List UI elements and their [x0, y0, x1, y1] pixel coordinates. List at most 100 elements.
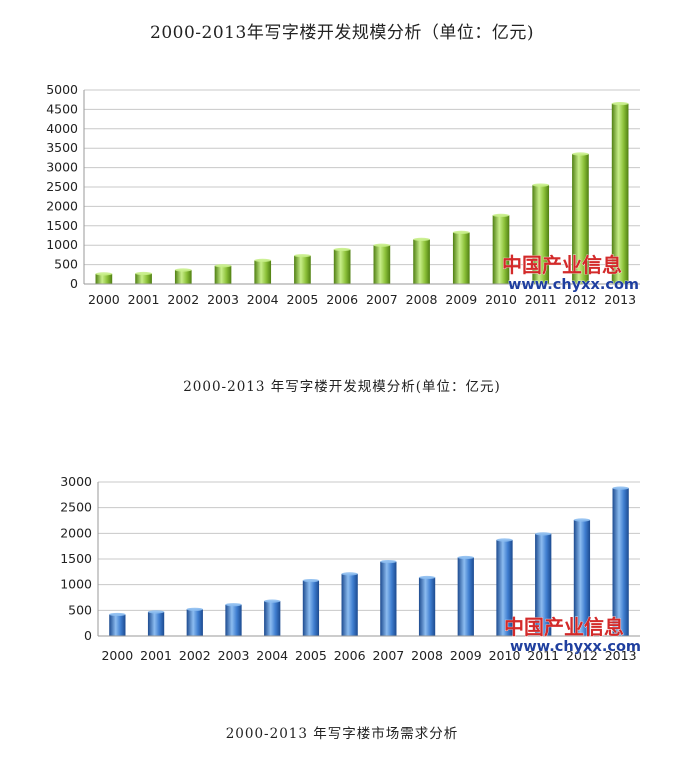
bar-2008	[418, 577, 436, 636]
bar-cap	[492, 213, 510, 217]
bar-cap	[457, 555, 474, 560]
bar-cap	[573, 518, 591, 522]
x-tick-label: 2002	[167, 292, 199, 307]
watermark-cn: 中国产业信息	[502, 253, 622, 277]
bar-2010	[492, 215, 510, 284]
x-tick-label: 2006	[334, 648, 366, 663]
bar-2013	[611, 103, 629, 284]
x-tick-label: 2001	[128, 292, 160, 307]
x-tick-label: 2007	[366, 292, 398, 307]
bar-2001	[135, 273, 152, 284]
x-tick-label: 2005	[287, 292, 319, 307]
bar-2011	[532, 185, 550, 284]
x-tick-label: 2005	[295, 648, 327, 663]
y-tick-label: 2500	[60, 500, 92, 515]
x-tick-label: 2013	[604, 292, 636, 307]
bar-cap	[413, 237, 430, 241]
bar-cap	[496, 538, 513, 542]
x-tick-label: 2013	[605, 648, 637, 663]
bar-cap	[380, 559, 397, 564]
y-tick-label: 3000	[46, 160, 78, 175]
bar-2007	[373, 245, 391, 284]
bar-2000	[95, 273, 113, 284]
bar-cap	[341, 572, 358, 576]
bar-2012	[572, 154, 589, 284]
y-tick-label: 0	[84, 628, 92, 643]
y-tick-label: 4000	[46, 121, 78, 136]
bar-2009	[457, 557, 474, 636]
bar-cap	[135, 271, 152, 276]
bar-2006	[341, 573, 358, 636]
y-tick-label: 500	[68, 602, 92, 617]
bar-cap	[186, 607, 203, 611]
x-tick-label: 2006	[326, 292, 358, 307]
x-tick-label: 2012	[565, 292, 597, 307]
bar-cap	[294, 254, 311, 258]
bar-cap	[612, 486, 629, 490]
bar-cap	[532, 183, 550, 187]
x-tick-label: 2011	[525, 292, 557, 307]
bar-2005	[294, 255, 311, 284]
bar-2003	[225, 604, 242, 636]
office-demand-bar-chart: 0 500 1000 1500 2000 2500 3000 2000 2001 2002 2003…	[60, 474, 641, 663]
bar-cap	[418, 575, 436, 580]
y-tick-label: 500	[54, 257, 78, 272]
bar-2008	[413, 239, 430, 284]
y-tick-label: 2000	[46, 198, 78, 213]
y-tick-label: 1500	[46, 218, 78, 233]
bar-cap	[109, 612, 126, 617]
page-title: 2000-2013年写字楼开发规模分析（单位：亿元)	[150, 23, 534, 43]
bar-2013	[612, 488, 629, 636]
bar-cap	[535, 532, 552, 536]
bar-cap	[95, 272, 113, 276]
y-tick-label: 0	[70, 276, 78, 291]
x-tick-label: 2012	[566, 648, 598, 663]
watermark-url: www.chyxx.com	[508, 277, 639, 293]
x-tick-label: 2000	[88, 292, 120, 307]
x-tick-label: 2010	[485, 292, 517, 307]
y-tick-label: 5000	[46, 82, 78, 97]
x-tick-label: 2004	[256, 648, 288, 663]
bar-2006	[333, 249, 351, 284]
x-tick-label: 2000	[101, 648, 133, 663]
chart-caption-development: 2000-2013 年写字楼开发规模分析(单位：亿元)	[183, 379, 501, 395]
bar-cap	[302, 578, 320, 583]
office-development-bar-chart: 0 500 1000 1500 2000 2500 3000 3500 4000 4500 5000…	[46, 82, 640, 307]
x-tick-label: 2007	[372, 648, 404, 663]
y-tick-label: 2000	[60, 525, 92, 540]
bar-cap	[225, 603, 242, 607]
bar-cap	[333, 247, 351, 252]
bar-cap	[611, 101, 629, 106]
bar-cap	[174, 268, 192, 272]
bar-2002	[174, 270, 192, 284]
bar-2007	[380, 561, 397, 636]
x-tick-label: 2008	[406, 292, 438, 307]
bar-cap	[452, 230, 470, 234]
y-tick-label: 4500	[46, 101, 78, 116]
x-tick-label: 2002	[179, 648, 211, 663]
x-tick-label: 2010	[489, 648, 521, 663]
bar-cap	[254, 258, 272, 262]
bar-2004	[254, 260, 272, 284]
y-tick-label: 1000	[46, 237, 78, 252]
x-tick-label: 2008	[411, 648, 443, 663]
bar-2005	[302, 580, 320, 636]
y-tick-label: 1000	[60, 577, 92, 592]
bar-cap	[147, 610, 165, 614]
bar-2009	[452, 232, 470, 284]
y-tick-label: 1500	[60, 551, 92, 566]
x-tick-label: 2009	[450, 648, 482, 663]
bar-2002	[186, 609, 203, 636]
bar-2001	[147, 611, 165, 636]
x-tick-label: 2004	[247, 292, 279, 307]
bar-2004	[264, 601, 281, 636]
bar-cap	[214, 264, 232, 268]
bar-2012	[573, 519, 591, 636]
bar-cap	[373, 243, 391, 247]
bar-cap	[264, 599, 281, 603]
chart-caption-demand: 2000-2013 年写字楼市场需求分析	[225, 726, 459, 742]
watermark-url: www.chyxx.com	[510, 639, 641, 655]
y-tick-label: 3500	[46, 140, 78, 155]
bar-2010	[496, 540, 513, 636]
bar-2000	[109, 614, 126, 636]
